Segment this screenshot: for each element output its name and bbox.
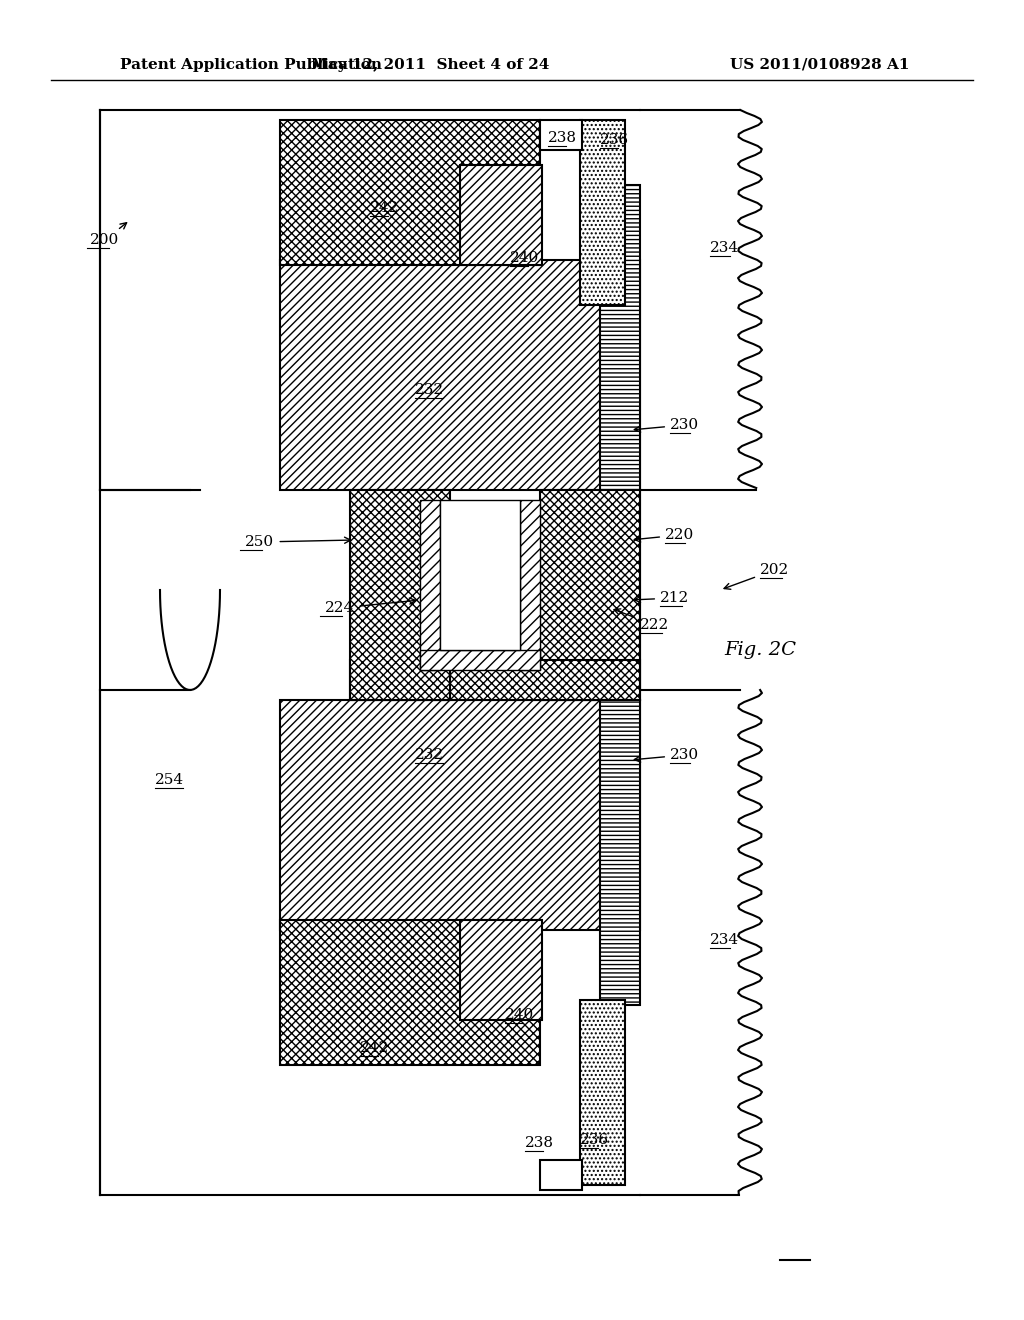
Text: 240: 240 — [510, 251, 540, 265]
Text: 254: 254 — [156, 774, 184, 787]
Text: 230: 230 — [634, 418, 699, 432]
Text: May 12, 2011  Sheet 4 of 24: May 12, 2011 Sheet 4 of 24 — [311, 58, 549, 73]
Text: 212: 212 — [634, 591, 689, 605]
Bar — [600, 185, 640, 490]
Text: 250: 250 — [246, 535, 350, 549]
Bar — [280, 260, 640, 490]
Text: 242: 242 — [370, 201, 399, 215]
Text: 200: 200 — [90, 223, 127, 247]
Text: US 2011/0108928 A1: US 2011/0108928 A1 — [730, 58, 909, 73]
Text: 236: 236 — [580, 1133, 609, 1147]
Text: 232: 232 — [416, 383, 444, 397]
Text: 242: 242 — [360, 1041, 389, 1055]
Bar — [420, 500, 440, 671]
Bar — [280, 120, 540, 265]
Text: 240: 240 — [505, 1008, 535, 1022]
Bar — [580, 1001, 625, 1185]
Bar — [540, 120, 582, 150]
Bar — [520, 500, 540, 671]
Bar — [540, 490, 640, 700]
Bar — [580, 120, 625, 305]
Bar — [540, 1160, 582, 1191]
Text: 230: 230 — [634, 748, 699, 762]
Text: 234: 234 — [710, 933, 739, 946]
Bar — [280, 700, 640, 931]
Bar — [600, 700, 640, 1005]
Text: 234: 234 — [710, 242, 739, 255]
Bar — [460, 920, 542, 1020]
Text: 236: 236 — [600, 133, 629, 147]
Text: 238: 238 — [525, 1137, 554, 1150]
Bar — [280, 920, 540, 1065]
Bar — [440, 500, 520, 649]
Text: 232: 232 — [416, 748, 444, 762]
Bar — [350, 660, 640, 700]
Text: 222: 222 — [614, 609, 670, 632]
Bar — [350, 490, 450, 700]
Bar — [420, 649, 540, 671]
Text: Fig. 2C: Fig. 2C — [724, 642, 796, 659]
Text: 220: 220 — [634, 528, 694, 543]
Text: Patent Application Publication: Patent Application Publication — [120, 58, 382, 73]
Text: 238: 238 — [548, 131, 577, 145]
Text: 202: 202 — [724, 564, 790, 589]
Bar — [460, 165, 542, 265]
Text: 224: 224 — [326, 598, 416, 615]
